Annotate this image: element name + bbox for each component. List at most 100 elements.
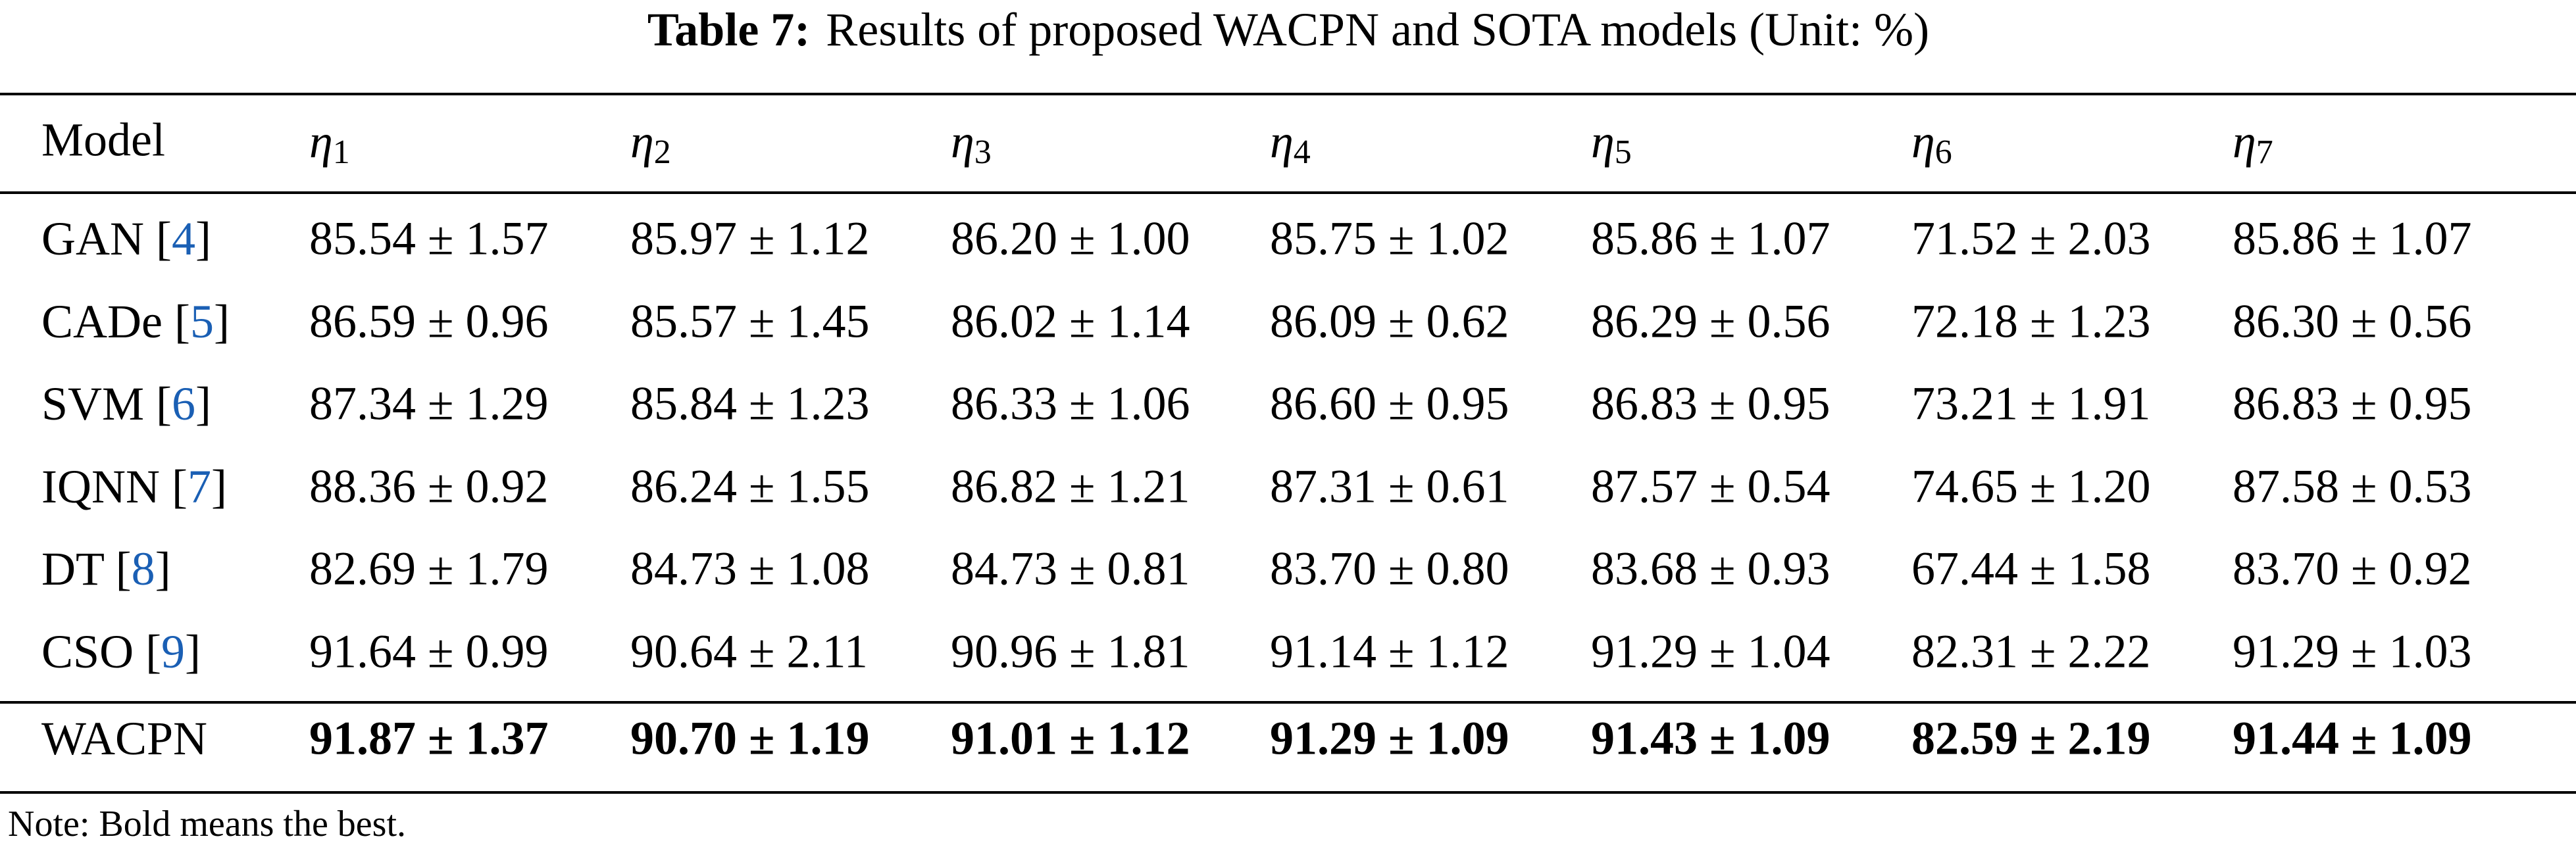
result-cell: 91.01 ± 1.12 <box>951 712 1190 765</box>
model-name: ] <box>214 295 230 348</box>
header-subscript: 4 <box>1294 133 1311 171</box>
result-cell: 85.97 ± 1.12 <box>630 212 870 265</box>
result-cell: 90.70 ± 1.19 <box>630 712 870 765</box>
model-cell: DT [8] <box>41 543 171 595</box>
header-subscript: 2 <box>654 133 671 171</box>
citation: 4 <box>172 212 195 265</box>
result-cell: 90.64 ± 2.11 <box>630 625 868 678</box>
header-subscript: 1 <box>333 133 350 171</box>
citation: 7 <box>188 460 211 513</box>
model-name: ] <box>195 212 211 265</box>
result-cell: 88.36 ± 0.92 <box>309 460 549 513</box>
result-cell: 87.57 ± 0.54 <box>1591 460 1831 513</box>
model-name: DT [ <box>41 543 132 595</box>
result-cell: 84.73 ± 1.08 <box>630 543 870 595</box>
result-cell: 71.52 ± 2.03 <box>1911 212 2151 265</box>
header-cell: η5 <box>1591 115 1632 171</box>
result-cell: 91.14 ± 1.12 <box>1270 625 1509 678</box>
header-symbol: η <box>309 115 333 168</box>
citation: 9 <box>161 625 185 678</box>
result-cell: 86.83 ± 0.95 <box>1591 377 1831 430</box>
result-cell: 87.58 ± 0.53 <box>2233 460 2472 513</box>
header-cell: η4 <box>1270 115 1311 171</box>
result-cell: 91.29 ± 1.09 <box>1270 712 1509 765</box>
result-cell: 86.24 ± 1.55 <box>630 460 870 513</box>
result-cell: 91.29 ± 1.03 <box>2233 625 2472 678</box>
result-cell: 86.09 ± 0.62 <box>1270 295 1509 348</box>
result-cell: 86.59 ± 0.96 <box>309 295 549 348</box>
result-cell: 87.34 ± 1.29 <box>309 377 549 430</box>
result-cell: 86.60 ± 0.95 <box>1270 377 1509 430</box>
caption: Table 7: Results of proposed WACPN and SO… <box>647 3 1929 56</box>
model-cell: IQNN [7] <box>41 460 227 513</box>
model-cell: CSO [9] <box>41 625 201 678</box>
result-cell: 87.31 ± 0.61 <box>1270 460 1509 513</box>
model-name: WACPN <box>41 712 207 765</box>
header-cell: Model <box>41 114 165 166</box>
result-cell: 91.44 ± 1.09 <box>2233 712 2472 765</box>
result-cell: 90.96 ± 1.81 <box>951 625 1190 678</box>
result-cell: 86.82 ± 1.21 <box>951 460 1190 513</box>
header-cell: η7 <box>2233 115 2273 171</box>
caption-text: Results of proposed WACPN and SOTA model… <box>826 3 1929 56</box>
result-cell: 85.54 ± 1.57 <box>309 212 549 265</box>
result-cell: 82.69 ± 1.79 <box>309 543 549 595</box>
result-cell: 72.18 ± 1.23 <box>1911 295 2151 348</box>
result-cell: 83.70 ± 0.92 <box>2233 543 2472 595</box>
model-name: IQNN [ <box>41 460 188 513</box>
result-cell: 85.86 ± 1.07 <box>1591 212 1831 265</box>
result-cell: 73.21 ± 1.91 <box>1911 377 2151 430</box>
result-cell: 83.68 ± 0.93 <box>1591 543 1831 595</box>
model-name: GAN [ <box>41 212 172 265</box>
model-name: ] <box>185 625 201 678</box>
result-cell: 74.65 ± 1.20 <box>1911 460 2151 513</box>
model-name: CSO [ <box>41 625 161 678</box>
model-cell: GAN [4] <box>41 212 211 265</box>
model-name: ] <box>155 543 171 595</box>
header-symbol: η <box>951 115 974 168</box>
model-name: CADe [ <box>41 295 190 348</box>
result-cell: 86.83 ± 0.95 <box>2233 377 2472 430</box>
header-symbol: η <box>1591 115 1615 168</box>
result-cell: 86.02 ± 1.14 <box>951 295 1190 348</box>
result-cell: 91.64 ± 0.99 <box>309 625 549 678</box>
model-name: SVM [ <box>41 377 172 430</box>
model-name: ] <box>195 377 211 430</box>
header-symbol: η <box>1911 115 1935 168</box>
header-subscript: 5 <box>1615 133 1632 171</box>
header-symbol: η <box>1270 115 1294 168</box>
result-cell: 82.31 ± 2.22 <box>1911 625 2151 678</box>
result-cell: 91.87 ± 1.37 <box>309 712 549 765</box>
result-cell: 91.43 ± 1.09 <box>1591 712 1831 765</box>
result-cell: 86.29 ± 0.56 <box>1591 295 1831 348</box>
result-cell: 83.70 ± 0.80 <box>1270 543 1509 595</box>
header-cell: η3 <box>951 115 992 171</box>
header-subscript: 7 <box>2256 133 2273 171</box>
caption-label: Table 7: <box>647 3 810 56</box>
result-cell: 86.33 ± 1.06 <box>951 377 1190 430</box>
result-cell: 82.59 ± 2.19 <box>1911 712 2151 765</box>
header-symbol: η <box>2233 115 2256 168</box>
result-cell: 85.86 ± 1.07 <box>2233 212 2472 265</box>
note: Note: Bold means the best. <box>8 804 406 844</box>
result-cell: 86.20 ± 1.00 <box>951 212 1190 265</box>
model-cell: WACPN <box>41 712 207 765</box>
result-cell: 91.29 ± 1.04 <box>1591 625 1831 678</box>
result-cell: 85.75 ± 1.02 <box>1270 212 1509 265</box>
citation: 5 <box>190 295 214 348</box>
header-subscript: 6 <box>1935 133 1952 171</box>
header-cell: η1 <box>309 115 350 171</box>
model-cell: CADe [5] <box>41 295 230 348</box>
result-cell: 86.30 ± 0.56 <box>2233 295 2472 348</box>
header-subscript: 3 <box>974 133 992 171</box>
result-cell: 85.57 ± 1.45 <box>630 295 870 348</box>
header-cell: η6 <box>1911 115 1952 171</box>
result-cell: 85.84 ± 1.23 <box>630 377 870 430</box>
result-cell: 67.44 ± 1.58 <box>1911 543 2151 595</box>
citation: 6 <box>172 377 195 430</box>
header-symbol: η <box>630 115 654 168</box>
model-cell: SVM [6] <box>41 377 211 430</box>
model-name: ] <box>211 460 227 513</box>
result-cell: 84.73 ± 0.81 <box>951 543 1190 595</box>
